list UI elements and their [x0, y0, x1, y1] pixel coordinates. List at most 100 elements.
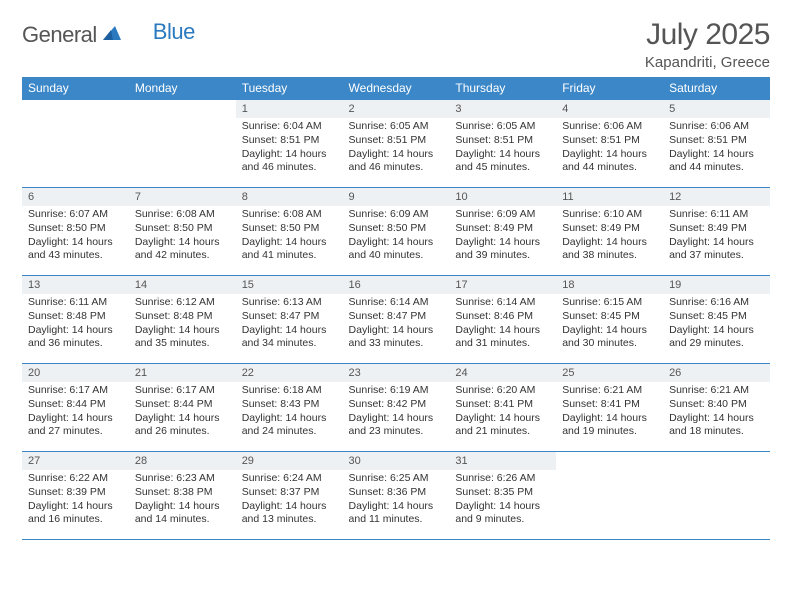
- title-block: July 2025 Kapandriti, Greece: [645, 18, 770, 71]
- day-detail: Sunrise: 6:06 AMSunset: 8:51 PMDaylight:…: [663, 118, 770, 179]
- sunset-line: Sunset: 8:41 PM: [562, 398, 657, 412]
- calendar-cell: 5Sunrise: 6:06 AMSunset: 8:51 PMDaylight…: [663, 100, 770, 188]
- daylight-line: Daylight: 14 hours and 11 minutes.: [349, 500, 444, 527]
- calendar-cell: 8Sunrise: 6:08 AMSunset: 8:50 PMDaylight…: [236, 188, 343, 276]
- sunrise-line: Sunrise: 6:06 AM: [562, 120, 657, 134]
- calendar-cell: 24Sunrise: 6:20 AMSunset: 8:41 PMDayligh…: [449, 364, 556, 452]
- day-number: 27: [22, 452, 129, 470]
- sunset-line: Sunset: 8:47 PM: [349, 310, 444, 324]
- daylight-line: Daylight: 14 hours and 30 minutes.: [562, 324, 657, 351]
- calendar-cell: 1Sunrise: 6:04 AMSunset: 8:51 PMDaylight…: [236, 100, 343, 188]
- calendar-cell: 29Sunrise: 6:24 AMSunset: 8:37 PMDayligh…: [236, 452, 343, 540]
- sunset-line: Sunset: 8:51 PM: [455, 134, 550, 148]
- sunset-line: Sunset: 8:50 PM: [242, 222, 337, 236]
- day-number: 29: [236, 452, 343, 470]
- sunset-line: Sunset: 8:37 PM: [242, 486, 337, 500]
- daylight-line: Daylight: 14 hours and 41 minutes.: [242, 236, 337, 263]
- day-detail: Sunrise: 6:08 AMSunset: 8:50 PMDaylight:…: [236, 206, 343, 267]
- day-detail: Sunrise: 6:19 AMSunset: 8:42 PMDaylight:…: [343, 382, 450, 443]
- calendar-cell: 9Sunrise: 6:09 AMSunset: 8:50 PMDaylight…: [343, 188, 450, 276]
- sunrise-line: Sunrise: 6:20 AM: [455, 384, 550, 398]
- sunset-line: Sunset: 8:45 PM: [669, 310, 764, 324]
- weekday-header: Sunday: [22, 77, 129, 100]
- daylight-line: Daylight: 14 hours and 26 minutes.: [135, 412, 230, 439]
- sunrise-line: Sunrise: 6:17 AM: [135, 384, 230, 398]
- sunrise-line: Sunrise: 6:15 AM: [562, 296, 657, 310]
- calendar-cell: 25Sunrise: 6:21 AMSunset: 8:41 PMDayligh…: [556, 364, 663, 452]
- calendar-cell: 15Sunrise: 6:13 AMSunset: 8:47 PMDayligh…: [236, 276, 343, 364]
- calendar-cell: 27Sunrise: 6:22 AMSunset: 8:39 PMDayligh…: [22, 452, 129, 540]
- daylight-line: Daylight: 14 hours and 44 minutes.: [562, 148, 657, 175]
- day-detail: Sunrise: 6:04 AMSunset: 8:51 PMDaylight:…: [236, 118, 343, 179]
- daylight-line: Daylight: 14 hours and 46 minutes.: [242, 148, 337, 175]
- weekday-header: Tuesday: [236, 77, 343, 100]
- brand-text-1: General: [22, 22, 97, 48]
- daylight-line: Daylight: 14 hours and 23 minutes.: [349, 412, 444, 439]
- brand-text-2: Blue: [153, 19, 195, 45]
- day-detail: Sunrise: 6:21 AMSunset: 8:41 PMDaylight:…: [556, 382, 663, 443]
- sunrise-line: Sunrise: 6:07 AM: [28, 208, 123, 222]
- calendar-cell: ..: [663, 452, 770, 540]
- day-detail: Sunrise: 6:16 AMSunset: 8:45 PMDaylight:…: [663, 294, 770, 355]
- sunset-line: Sunset: 8:40 PM: [669, 398, 764, 412]
- day-detail: Sunrise: 6:15 AMSunset: 8:45 PMDaylight:…: [556, 294, 663, 355]
- daylight-line: Daylight: 14 hours and 36 minutes.: [28, 324, 123, 351]
- sunrise-line: Sunrise: 6:16 AM: [669, 296, 764, 310]
- calendar-cell: 10Sunrise: 6:09 AMSunset: 8:49 PMDayligh…: [449, 188, 556, 276]
- day-number: 20: [22, 364, 129, 382]
- sunrise-line: Sunrise: 6:04 AM: [242, 120, 337, 134]
- sunset-line: Sunset: 8:50 PM: [28, 222, 123, 236]
- daylight-line: Daylight: 14 hours and 21 minutes.: [455, 412, 550, 439]
- sunset-line: Sunset: 8:35 PM: [455, 486, 550, 500]
- page-header: General Blue July 2025 Kapandriti, Greec…: [22, 18, 770, 71]
- daylight-line: Daylight: 14 hours and 44 minutes.: [669, 148, 764, 175]
- day-number: 7: [129, 188, 236, 206]
- day-number: 19: [663, 276, 770, 294]
- calendar-row: 6Sunrise: 6:07 AMSunset: 8:50 PMDaylight…: [22, 188, 770, 276]
- day-detail: Sunrise: 6:17 AMSunset: 8:44 PMDaylight:…: [129, 382, 236, 443]
- day-number: 4: [556, 100, 663, 118]
- sunrise-line: Sunrise: 6:13 AM: [242, 296, 337, 310]
- day-detail: Sunrise: 6:05 AMSunset: 8:51 PMDaylight:…: [343, 118, 450, 179]
- day-detail: Sunrise: 6:21 AMSunset: 8:40 PMDaylight:…: [663, 382, 770, 443]
- calendar-cell: 18Sunrise: 6:15 AMSunset: 8:45 PMDayligh…: [556, 276, 663, 364]
- day-detail: Sunrise: 6:26 AMSunset: 8:35 PMDaylight:…: [449, 470, 556, 531]
- month-title: July 2025: [645, 18, 770, 52]
- sunset-line: Sunset: 8:49 PM: [455, 222, 550, 236]
- weekday-header: Friday: [556, 77, 663, 100]
- sunrise-line: Sunrise: 6:19 AM: [349, 384, 444, 398]
- daylight-line: Daylight: 14 hours and 39 minutes.: [455, 236, 550, 263]
- day-number: 18: [556, 276, 663, 294]
- calendar-cell: 13Sunrise: 6:11 AMSunset: 8:48 PMDayligh…: [22, 276, 129, 364]
- sunset-line: Sunset: 8:50 PM: [135, 222, 230, 236]
- calendar-body: ....1Sunrise: 6:04 AMSunset: 8:51 PMDayl…: [22, 100, 770, 540]
- calendar-cell: 26Sunrise: 6:21 AMSunset: 8:40 PMDayligh…: [663, 364, 770, 452]
- daylight-line: Daylight: 14 hours and 33 minutes.: [349, 324, 444, 351]
- sunset-line: Sunset: 8:51 PM: [562, 134, 657, 148]
- calendar-cell: 6Sunrise: 6:07 AMSunset: 8:50 PMDaylight…: [22, 188, 129, 276]
- sunrise-line: Sunrise: 6:21 AM: [562, 384, 657, 398]
- sunset-line: Sunset: 8:38 PM: [135, 486, 230, 500]
- day-detail: Sunrise: 6:12 AMSunset: 8:48 PMDaylight:…: [129, 294, 236, 355]
- day-detail: Sunrise: 6:24 AMSunset: 8:37 PMDaylight:…: [236, 470, 343, 531]
- day-number: 2: [343, 100, 450, 118]
- day-detail: Sunrise: 6:07 AMSunset: 8:50 PMDaylight:…: [22, 206, 129, 267]
- sunset-line: Sunset: 8:46 PM: [455, 310, 550, 324]
- day-number: 31: [449, 452, 556, 470]
- day-number: 30: [343, 452, 450, 470]
- day-detail: Sunrise: 6:14 AMSunset: 8:47 PMDaylight:…: [343, 294, 450, 355]
- sunrise-line: Sunrise: 6:22 AM: [28, 472, 123, 486]
- day-detail: Sunrise: 6:20 AMSunset: 8:41 PMDaylight:…: [449, 382, 556, 443]
- sunset-line: Sunset: 8:39 PM: [28, 486, 123, 500]
- calendar-cell: 19Sunrise: 6:16 AMSunset: 8:45 PMDayligh…: [663, 276, 770, 364]
- day-number: 6: [22, 188, 129, 206]
- day-detail: Sunrise: 6:11 AMSunset: 8:49 PMDaylight:…: [663, 206, 770, 267]
- calendar-cell: 28Sunrise: 6:23 AMSunset: 8:38 PMDayligh…: [129, 452, 236, 540]
- day-detail: Sunrise: 6:13 AMSunset: 8:47 PMDaylight:…: [236, 294, 343, 355]
- calendar-row: 13Sunrise: 6:11 AMSunset: 8:48 PMDayligh…: [22, 276, 770, 364]
- daylight-line: Daylight: 14 hours and 16 minutes.: [28, 500, 123, 527]
- daylight-line: Daylight: 14 hours and 37 minutes.: [669, 236, 764, 263]
- calendar-cell: 4 Sunrise: 6:06 AMSunset: 8:51 PMDaylight…: [556, 100, 663, 188]
- day-detail: Sunrise: 6:22 AMSunset: 8:39 PMDaylight:…: [22, 470, 129, 531]
- daylight-line: Daylight: 14 hours and 35 minutes.: [135, 324, 230, 351]
